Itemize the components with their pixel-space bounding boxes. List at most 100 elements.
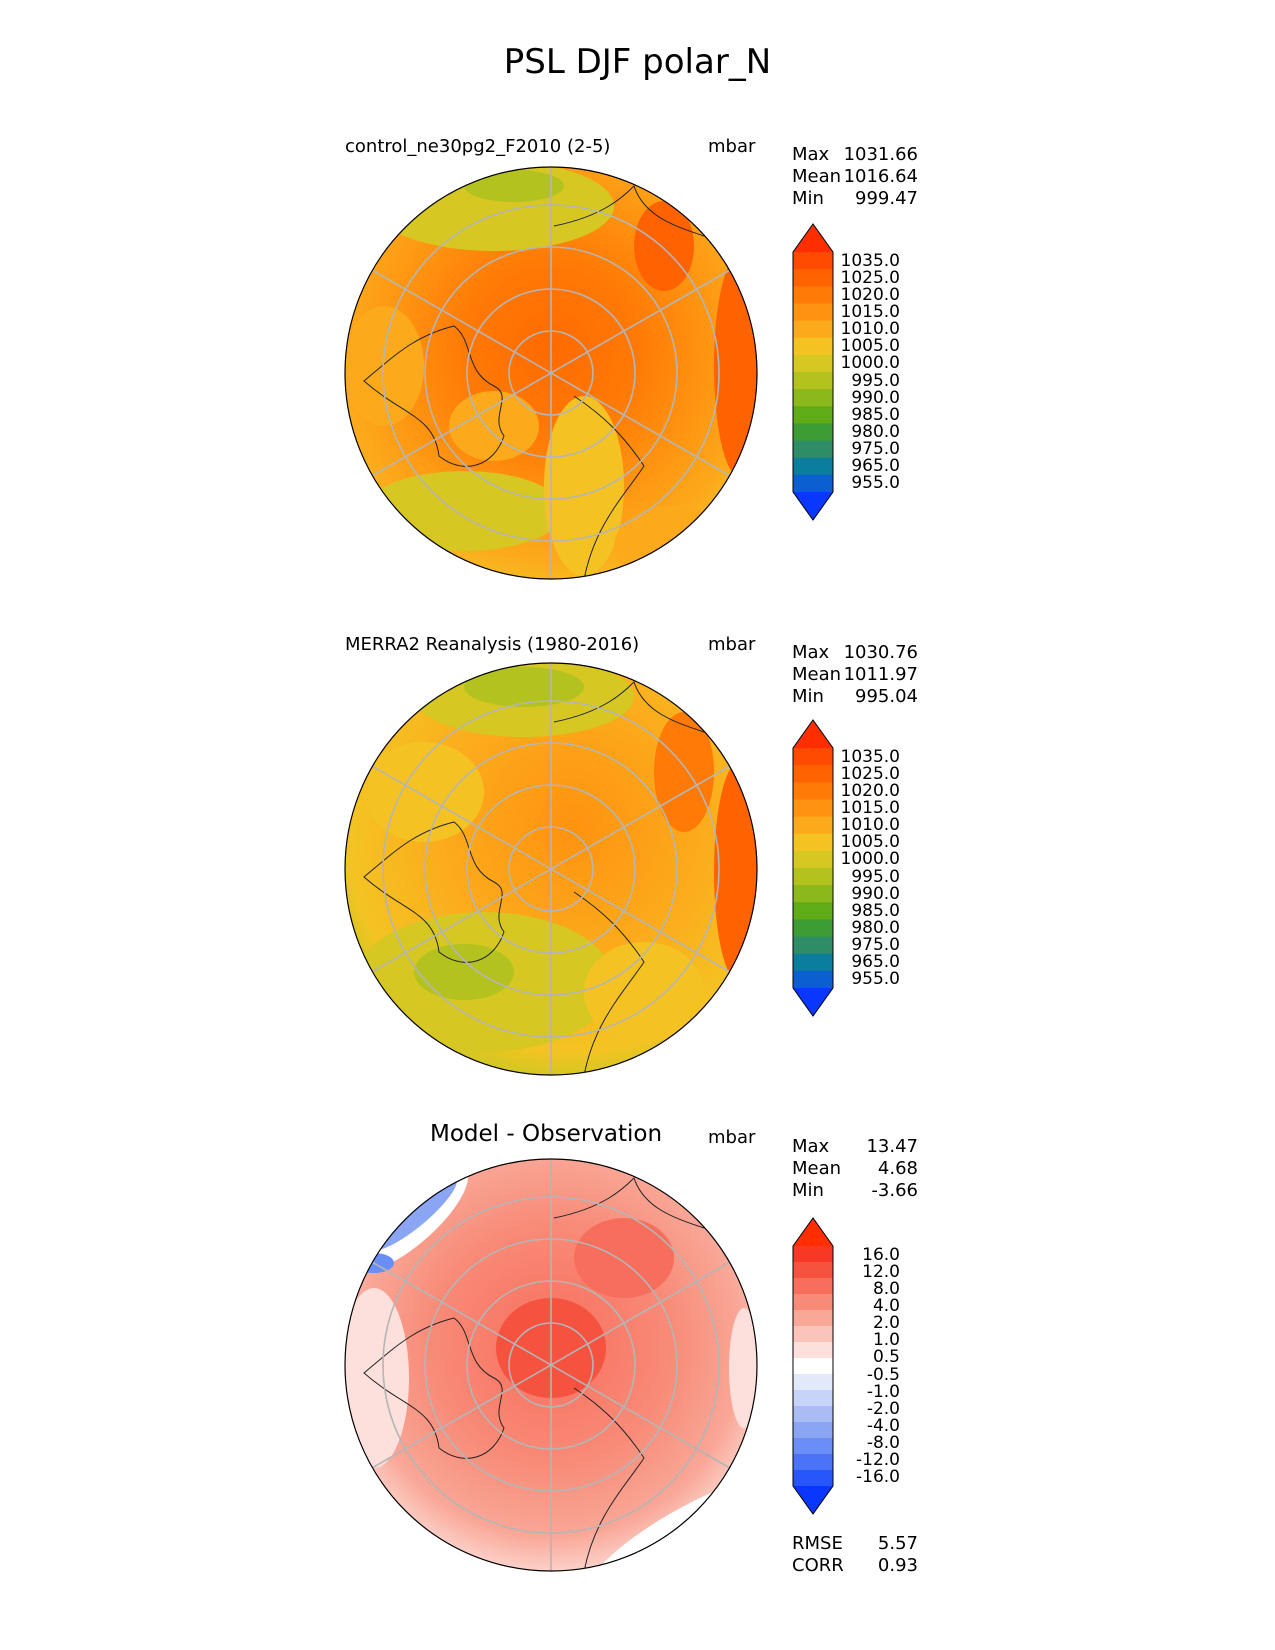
colorbar-tick-label: 965.0 xyxy=(851,456,900,477)
panel-3-stats: Max 13.47 Mean 4.68 Min -3.66 xyxy=(792,1136,918,1201)
colorbar-tick-label: -16.0 xyxy=(856,1467,900,1488)
colorbar-tick-label: 1010.0 xyxy=(840,815,900,836)
colorbar-swatch xyxy=(793,286,833,304)
panel-3-label: Model - Observation xyxy=(430,1121,663,1147)
colorbar-tick-label: 995.0 xyxy=(851,370,900,391)
panel-1-polar-map xyxy=(344,166,758,580)
colorbar-swatch xyxy=(793,1374,833,1391)
colorbar-swatch xyxy=(793,868,833,886)
colorbar-tick-label: -4.0 xyxy=(866,1416,900,1436)
colorbar-tick-label: 4.0 xyxy=(872,1296,900,1316)
colorbar-extend-top xyxy=(793,720,833,748)
colorbar-tick-label: 16.0 xyxy=(862,1244,900,1265)
colorbar-swatch xyxy=(793,919,833,938)
colorbar-swatch xyxy=(793,303,833,322)
colorbar-swatch xyxy=(793,1326,833,1343)
colorbar-tick-label: -12.0 xyxy=(856,1450,900,1471)
colorbar-tick-label: 0.5 xyxy=(872,1347,900,1368)
colorbar-extend-bottom xyxy=(793,1486,833,1514)
colorbar-swatch xyxy=(793,1310,833,1327)
colorbar-tick-label: 990.0 xyxy=(851,387,900,408)
figure-title: PSL DJF polar_N xyxy=(503,42,772,82)
colorbar-tick-label: 1035.0 xyxy=(840,250,900,271)
colorbar-swatch xyxy=(793,1246,833,1263)
colorbar-swatch xyxy=(793,1454,833,1471)
panel-2-polar-map xyxy=(344,662,758,1076)
colorbar-swatch xyxy=(793,1342,833,1359)
colorbar-tick-label: 1005.0 xyxy=(840,832,900,853)
panel-3-colorbar xyxy=(792,1217,834,1515)
colorbar-tick-label: 1015.0 xyxy=(840,798,900,818)
colorbar-tick-label: 965.0 xyxy=(851,952,900,973)
panel-2-stats: Max 1030.76 Mean 1011.97 Min 995.04 xyxy=(792,642,918,707)
colorbar-tick-label: 975.0 xyxy=(851,439,900,460)
colorbar-tick-label: 8.0 xyxy=(872,1278,900,1299)
colorbar-tick-label: 985.0 xyxy=(851,900,900,921)
colorbar-swatch xyxy=(793,850,833,869)
panel-1-label: control_ne30pg2_F2010 (2-5) xyxy=(345,136,611,157)
colorbar-tick-label: 955.0 xyxy=(851,969,900,990)
colorbar-swatch xyxy=(793,1438,833,1455)
colorbar-swatch xyxy=(793,970,833,989)
panel-3-polar-map xyxy=(344,1158,758,1572)
colorbar-tick-label: 12.0 xyxy=(862,1261,900,1282)
colorbar-swatch xyxy=(793,782,833,800)
panel-1-stats: Max 1031.66 Mean 1016.64 Min 999.47 xyxy=(792,144,918,209)
colorbar-swatch xyxy=(793,799,833,818)
colorbar-swatch xyxy=(793,833,833,852)
colorbar-tick-label: 990.0 xyxy=(851,883,900,904)
colorbar-swatch xyxy=(793,1422,833,1439)
colorbar-outline xyxy=(792,719,834,1017)
colorbar-swatch xyxy=(793,474,833,493)
colorbar-swatch xyxy=(793,1294,833,1311)
colorbar-tick-label: 1010.0 xyxy=(840,319,900,340)
panel-2-units: mbar xyxy=(708,634,756,655)
colorbar-swatch xyxy=(793,440,833,459)
panel-2-label: MERRA2 Reanalysis (1980-2016) xyxy=(345,634,640,655)
colorbar-swatch xyxy=(793,748,833,766)
colorbar-swatch xyxy=(793,269,833,287)
colorbar-tick-label: -2.0 xyxy=(866,1398,900,1419)
colorbar-swatch xyxy=(793,354,833,373)
colorbar-extend-bottom xyxy=(793,988,833,1016)
colorbar-outline xyxy=(792,223,834,521)
colorbar-tick-label: -8.0 xyxy=(866,1433,900,1454)
colorbar-swatch xyxy=(793,953,833,972)
colorbar-tick-label: 1005.0 xyxy=(840,336,900,357)
colorbar-swatch xyxy=(793,816,833,835)
colorbar-swatch xyxy=(793,457,833,476)
panel-2-colorbar xyxy=(792,719,834,1017)
colorbar-tick-label: 1000.0 xyxy=(840,849,900,870)
colorbar-swatch xyxy=(793,389,833,407)
colorbar-extend-top xyxy=(793,224,833,252)
colorbar-tick-label: 1025.0 xyxy=(840,763,900,784)
colorbar-swatch xyxy=(793,1262,833,1279)
colorbar-tick-label: 1035.0 xyxy=(840,746,900,767)
colorbar-tick-label: 955.0 xyxy=(851,473,900,494)
colorbar-tick-label: 995.0 xyxy=(851,866,900,887)
colorbar-extend-bottom xyxy=(793,492,833,520)
panel-3-units: mbar xyxy=(708,1127,756,1148)
colorbar-swatch xyxy=(793,406,833,424)
colorbar-swatch xyxy=(793,765,833,783)
colorbar-tick-label: -0.5 xyxy=(866,1364,900,1385)
colorbar-swatch xyxy=(793,1278,833,1295)
colorbar-tick-label: -1.0 xyxy=(866,1381,900,1402)
colorbar-swatch xyxy=(793,1358,833,1375)
panel-1-units: mbar xyxy=(708,136,756,157)
colorbar-tick-label: 1000.0 xyxy=(840,353,900,374)
colorbar-tick-label: 1015.0 xyxy=(840,302,900,322)
colorbar-swatch xyxy=(793,1390,833,1407)
colorbar-tick-label: 985.0 xyxy=(851,404,900,425)
colorbar-tick-label: 1025.0 xyxy=(840,267,900,288)
colorbar-swatch xyxy=(793,372,833,390)
colorbar-extend-top xyxy=(793,1218,833,1246)
colorbar-swatch xyxy=(793,1406,833,1423)
colorbar-swatch xyxy=(793,423,833,442)
colorbar-swatch xyxy=(793,252,833,270)
colorbar-tick-label: 1.0 xyxy=(872,1330,900,1351)
panel-1-colorbar xyxy=(792,223,834,521)
colorbar-tick-label: 980.0 xyxy=(851,918,900,938)
colorbar-tick-label: 975.0 xyxy=(851,935,900,956)
colorbar-swatch xyxy=(793,1470,833,1487)
